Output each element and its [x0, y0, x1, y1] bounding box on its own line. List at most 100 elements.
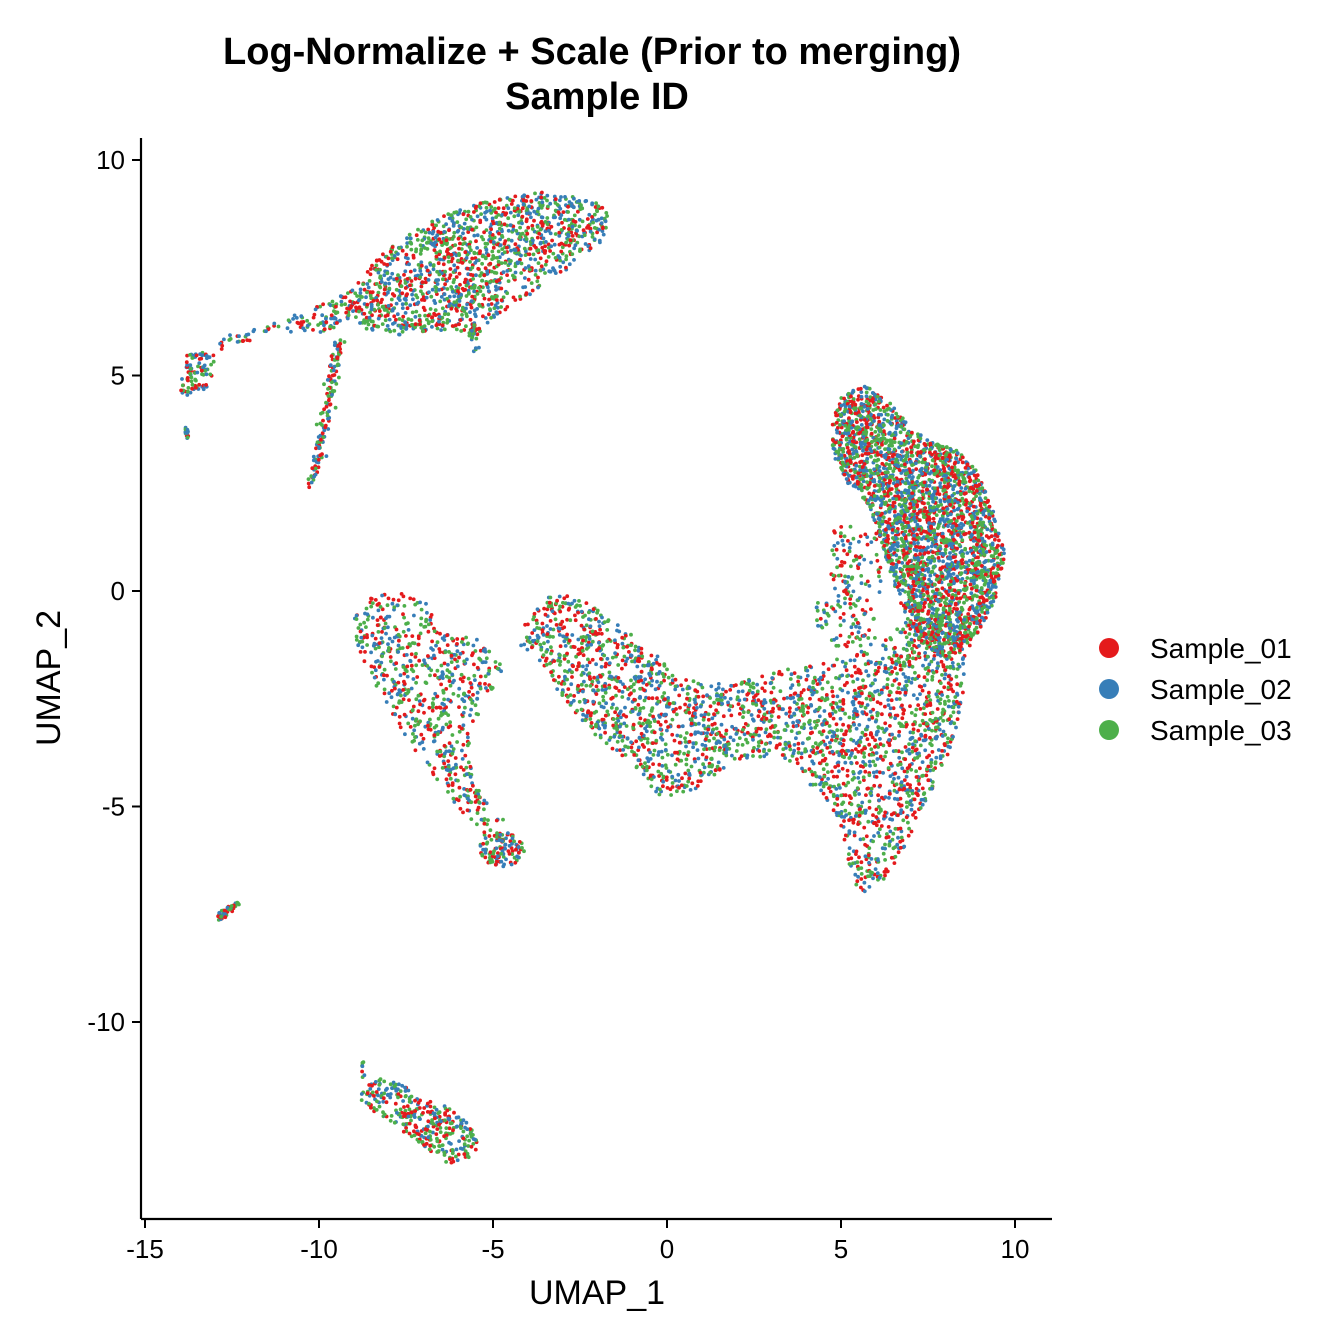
scatter-point: [884, 549, 888, 554]
scatter-point: [919, 685, 924, 689]
scatter-point: [712, 700, 716, 705]
scatter-point: [543, 659, 548, 663]
scatter-point: [437, 314, 442, 319]
scatter-point: [818, 616, 823, 621]
scatter-point: [426, 227, 431, 232]
scatter-point: [453, 243, 458, 248]
scatter-point: [728, 688, 733, 692]
scatter-point: [415, 675, 420, 679]
scatter-point: [660, 755, 665, 760]
scatter-point: [878, 737, 882, 741]
scatter-point: [251, 329, 256, 334]
scatter-point: [892, 436, 897, 441]
scatter-point: [387, 281, 391, 286]
scatter-point: [484, 205, 489, 210]
scatter-point: [693, 786, 698, 791]
scatter-point: [916, 605, 920, 610]
scatter-point: [483, 674, 488, 679]
scatter-point: [831, 808, 836, 813]
scatter-point: [461, 723, 466, 728]
scatter-point: [384, 328, 388, 332]
scatter-point: [452, 294, 457, 299]
scatter-point: [705, 731, 709, 735]
scatter-point: [740, 689, 745, 694]
scatter-point: [859, 581, 864, 586]
scatter-point: [883, 721, 888, 726]
scatter-point: [677, 779, 681, 783]
scatter-point: [796, 741, 801, 746]
scatter-point: [405, 236, 409, 241]
scatter-point: [811, 761, 816, 766]
scatter-point: [975, 542, 979, 547]
scatter-point: [727, 708, 732, 712]
scatter-point: [693, 759, 697, 764]
scatter-point: [506, 237, 511, 242]
scatter-point: [390, 292, 395, 296]
scatter-point: [764, 727, 769, 732]
scatter-point: [530, 645, 534, 650]
scatter-point: [861, 775, 866, 780]
scatter-point: [398, 1089, 403, 1093]
scatter-point: [887, 796, 891, 800]
scatter-point: [445, 643, 450, 647]
scatter-point: [885, 683, 890, 687]
scatter-point: [468, 681, 473, 685]
scatter-point: [699, 713, 704, 718]
scatter-point: [842, 560, 847, 565]
scatter-point: [940, 749, 944, 753]
scatter-point: [465, 808, 470, 813]
scatter-point: [706, 727, 711, 732]
scatter-point: [877, 811, 881, 815]
scatter-point: [370, 263, 374, 268]
scatter-point: [972, 581, 976, 586]
scatter-point: [749, 713, 754, 717]
scatter-point: [842, 819, 846, 823]
scatter-point: [876, 415, 881, 420]
scatter-point: [877, 489, 881, 493]
scatter-point: [904, 447, 909, 452]
scatter-point: [397, 638, 401, 643]
scatter-point: [835, 694, 840, 699]
scatter-point: [559, 622, 563, 627]
scatter-point: [883, 842, 887, 847]
scatter-point: [385, 271, 390, 276]
scatter-point: [405, 306, 410, 311]
scatter-point: [503, 307, 508, 312]
scatter-point: [903, 745, 908, 749]
scatter-point: [865, 535, 870, 539]
scatter-point: [485, 840, 490, 845]
scatter-point: [909, 680, 914, 685]
scatter-point: [418, 251, 423, 256]
scatter-point: [961, 554, 965, 559]
scatter-point: [830, 769, 834, 774]
scatter-point: [402, 273, 406, 277]
scatter-point: [951, 710, 956, 715]
scatter-point: [567, 200, 572, 204]
scatter-point: [821, 753, 825, 757]
scatter-point: [843, 760, 848, 765]
scatter-point: [873, 662, 878, 667]
scatter-point: [840, 434, 845, 439]
scatter-point: [897, 660, 902, 665]
scatter-point: [911, 727, 916, 732]
scatter-point: [442, 761, 447, 766]
scatter-point: [859, 860, 864, 865]
scatter-point: [909, 767, 914, 772]
scatter-point: [920, 489, 925, 494]
scatter-point: [306, 477, 311, 481]
scatter-point: [446, 759, 451, 763]
scatter-point: [987, 549, 992, 554]
scatter-point: [289, 329, 293, 334]
scatter-point: [835, 657, 839, 662]
scatter-point: [383, 621, 388, 626]
scatter-point: [952, 484, 957, 488]
scatter-point: [873, 636, 877, 640]
scatter-point: [466, 209, 471, 214]
scatter-point: [712, 772, 717, 777]
scatter-point: [523, 266, 528, 270]
scatter-point: [701, 717, 706, 722]
scatter-point: [712, 712, 716, 717]
scatter-point: [862, 880, 867, 885]
scatter-point: [804, 677, 809, 682]
scatter-point: [688, 788, 693, 792]
